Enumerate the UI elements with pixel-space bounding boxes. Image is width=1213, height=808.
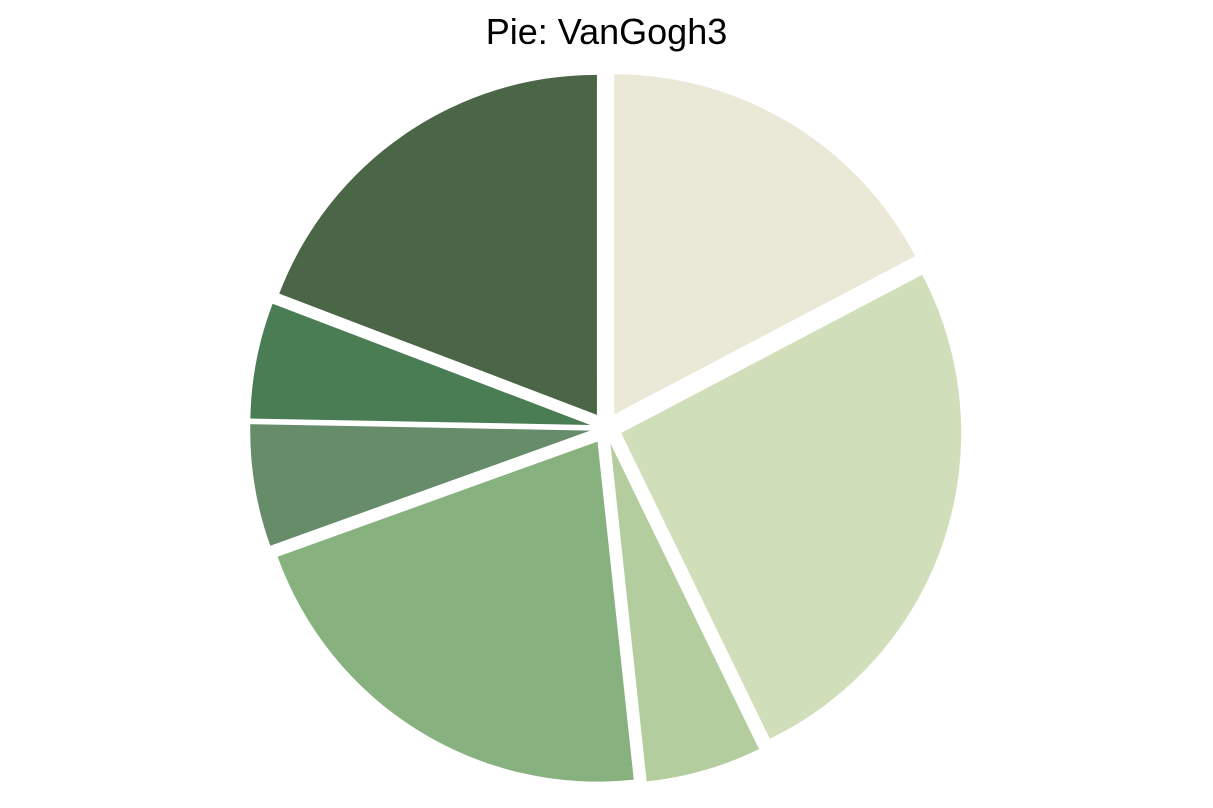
chart-title: Pie: VanGogh3 xyxy=(485,11,728,52)
pie-slice-5 xyxy=(250,424,591,546)
pie-slice-1 xyxy=(614,74,916,415)
pie-slice-3 xyxy=(610,443,760,782)
pie-slice-2 xyxy=(621,274,962,739)
pie-slice-4 xyxy=(277,441,634,782)
pie-slice-7 xyxy=(279,74,597,415)
pie-slices xyxy=(250,74,962,782)
pie-slice-6 xyxy=(250,303,591,425)
